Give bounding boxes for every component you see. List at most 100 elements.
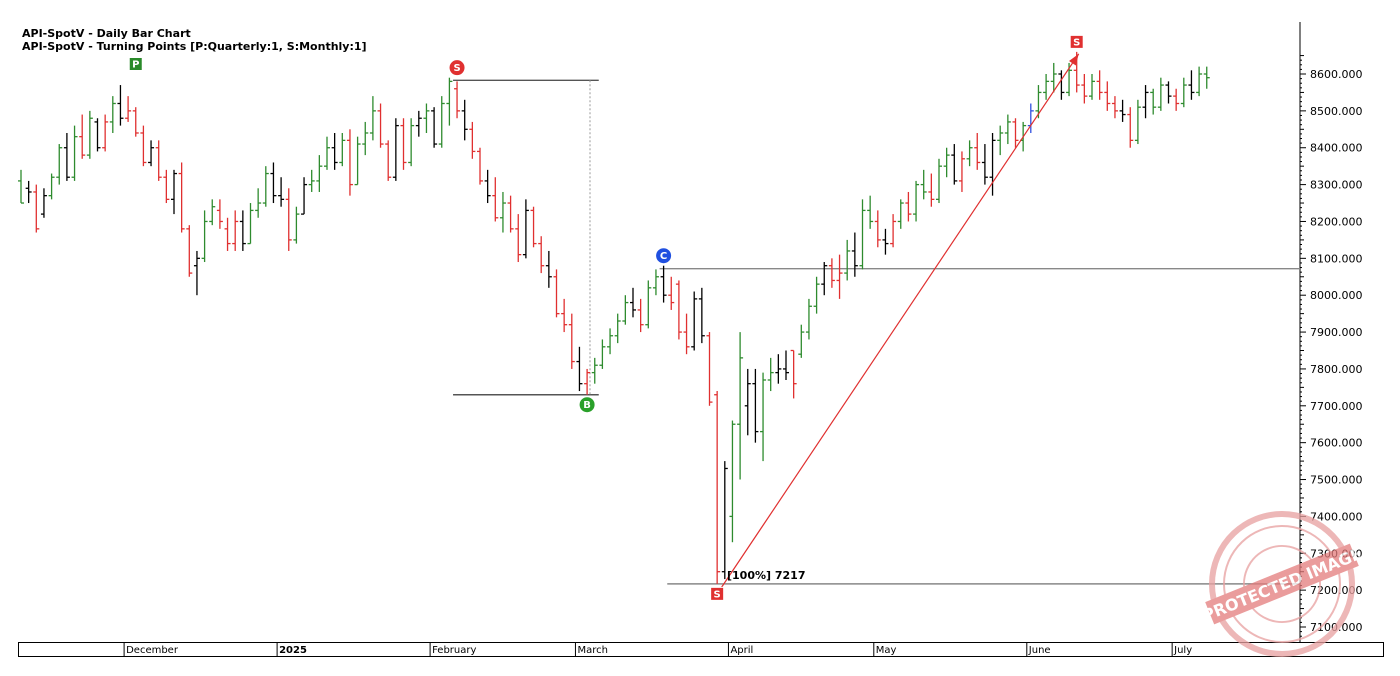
price-bar [86,110,93,159]
x-axis: December 2025 February March April May June Jul… [123,643,1192,656]
price-bar [744,368,751,436]
price-bar [461,99,468,141]
price-bar [553,269,560,318]
price-bar [637,298,644,333]
price-bar [102,114,109,152]
price-bar [423,103,430,133]
price-bar [392,118,399,181]
price-bar [538,236,545,274]
price-bar [163,169,170,204]
price-bar [308,169,315,192]
range-annotation: [100%] 7217 [727,569,805,582]
x-tick-label: March [577,645,607,656]
price-bar [844,239,851,281]
price-bar [125,96,132,122]
price-bar [1119,99,1126,122]
x-tick-label: 2025 [279,645,307,656]
marker-circle [578,396,596,414]
price-bar [767,357,774,392]
price-bar [1096,70,1103,100]
price-bar [477,147,483,185]
price-bar [1134,99,1141,145]
price-bar [438,96,445,148]
price-bar [1203,66,1210,89]
price-bar [561,298,568,333]
price-bar [346,129,353,196]
price-bar [216,199,223,229]
price-bar [178,162,185,233]
price-bar [928,173,935,207]
price-bar [1043,74,1050,100]
price-bar [828,258,835,288]
trend-arrow-head [1069,53,1079,66]
price-bar [989,132,996,196]
price-bar [760,372,767,462]
marker-label: S [453,63,460,74]
y-tick-label: 8500.000 [1310,105,1363,118]
price-bar [385,140,392,181]
price-bar [408,118,415,167]
price-bar [737,332,744,480]
price-bar [331,132,338,170]
price-bar [262,166,269,207]
price-bar [209,199,216,226]
x-tick-label: July [1173,645,1192,656]
price-bar [974,132,981,170]
price-bar [94,118,101,152]
price-bar [40,188,47,218]
price-bar [117,85,124,126]
price-bar [591,357,598,384]
price-bar [362,121,369,156]
y-tick-label: 7900.000 [1310,326,1363,339]
price-bar [920,169,927,200]
price-bar [1111,96,1118,119]
level-lines [453,79,1300,585]
turning-point-marker: S [1069,34,1084,49]
price-bar [339,132,346,167]
marker-circle [448,59,466,77]
price-bar [18,169,24,204]
price-bar [890,214,897,248]
marker-label: P [132,60,139,71]
x-axis-strip [18,642,1384,657]
price-bar [951,144,958,185]
price-bar [140,125,147,167]
price-bar [614,313,621,344]
price-bar [499,191,506,233]
price-bar [630,287,636,318]
price-bar [958,151,965,192]
x-tick-label: June [1028,645,1051,656]
price-bar [530,206,537,248]
price-bar [706,332,713,406]
price-bar [63,132,70,181]
price-bar [660,265,667,303]
marker-box [128,57,143,71]
price-bar [33,184,40,233]
price-bar [224,217,231,251]
price-bar [1165,81,1172,104]
price-bar [354,136,361,186]
price-bar [966,140,973,167]
price-bar [936,158,942,204]
price-bar [905,191,912,222]
price-bar [1089,74,1095,100]
price-bar [1004,114,1011,145]
price-bar [576,346,583,392]
price-bar [278,177,285,207]
y-tick-label: 8400.000 [1310,142,1363,155]
y-tick-label: 8300.000 [1310,179,1363,192]
marker-circle [655,247,673,265]
price-bar [201,210,208,263]
price-bar [377,103,384,148]
price-bar [805,298,812,340]
price-bar [859,199,866,270]
price-bar [645,280,652,329]
y-tick-label: 7800.000 [1310,363,1363,376]
x-tick-label: April [730,645,753,656]
turning-point-marker: C [655,247,673,265]
price-bar [25,180,32,204]
marker-label: S [714,589,721,600]
price-bar [415,110,422,137]
price-bar [981,144,988,185]
